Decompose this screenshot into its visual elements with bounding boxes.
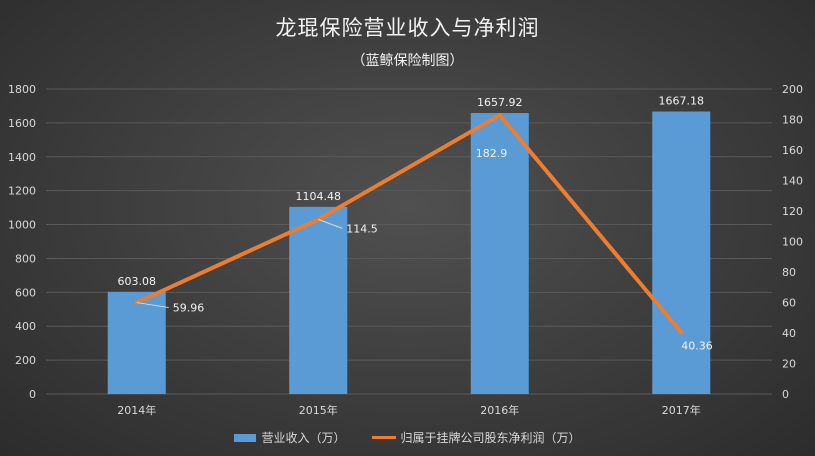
chart-legend: 营业收入（万） 归属于挂牌公司股东净利润（万） <box>0 429 815 446</box>
bar <box>652 111 711 394</box>
bar <box>107 291 166 394</box>
legend-item-bar: 营业收入（万） <box>234 429 346 446</box>
y-left-tick-label: 1200 <box>8 185 36 198</box>
y-right-tick-label: 20 <box>782 358 796 371</box>
y-right-tick-label: 40 <box>782 327 796 340</box>
y-left-tick-label: 800 <box>15 252 36 265</box>
legend-label-bar: 营业收入（万） <box>261 431 346 445</box>
legend-item-line: 归属于挂牌公司股东净利润（万） <box>371 429 581 446</box>
bar-data-label: 1657.92 <box>477 96 523 109</box>
line-data-label: 114.5 <box>346 222 378 235</box>
x-tick-label: 2014年 <box>117 403 156 417</box>
y-left-tick-label: 1000 <box>8 219 36 232</box>
y-right-tick-label: 120 <box>782 205 803 218</box>
y-left-tick-label: 400 <box>15 320 36 333</box>
bar-data-label: 603.08 <box>118 275 157 288</box>
line-series <box>134 113 684 335</box>
bar <box>289 206 348 394</box>
bar-data-label: 1104.48 <box>296 190 342 203</box>
x-tick-label: 2016年 <box>480 403 519 417</box>
y-right-tick-label: 60 <box>782 297 796 310</box>
x-tick-label: 2017年 <box>662 403 701 417</box>
line-data-label: 40.36 <box>681 339 713 352</box>
leader-line <box>136 302 169 309</box>
y-left-tick-label: 1600 <box>8 117 36 130</box>
y-left-tick-label: 1800 <box>8 83 36 96</box>
legend-swatch-line <box>371 436 396 439</box>
y-right-tick-label: 200 <box>782 83 803 96</box>
y-left-tick-label: 1400 <box>8 151 36 164</box>
y-left-tick-label: 600 <box>15 286 36 299</box>
y-left-tick-label: 0 <box>29 388 36 401</box>
leader-line <box>318 218 343 229</box>
y-right-tick-label: 180 <box>782 114 803 127</box>
y-right-tick-label: 140 <box>782 175 803 188</box>
chart-title: 龙琨保险营业收入与净利润 <box>275 16 540 40</box>
y-right-tick-label: 0 <box>782 388 789 401</box>
bar-data-label: 1667.18 <box>659 95 705 108</box>
x-tick-label: 2015年 <box>299 403 338 417</box>
bar <box>470 113 529 394</box>
legend-swatch-bar <box>234 433 257 442</box>
chart-subtitle: （蓝鲸保险制图） <box>351 53 464 69</box>
y-left-tick-label: 200 <box>15 354 36 367</box>
line-data-label: 182.9 <box>476 147 508 160</box>
line-data-label: 59.96 <box>173 302 205 315</box>
y-right-tick-label: 160 <box>782 144 803 157</box>
y-right-tick-label: 80 <box>782 266 796 279</box>
y-right-tick-label: 100 <box>782 236 803 249</box>
legend-label-line: 归属于挂牌公司股东净利润（万） <box>400 431 581 445</box>
